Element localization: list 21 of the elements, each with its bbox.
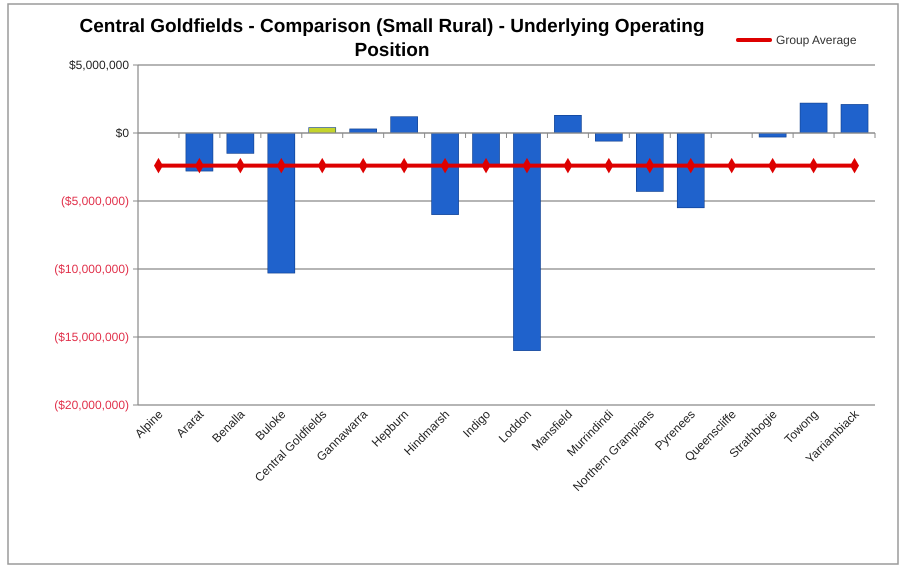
- bar: [390, 116, 418, 134]
- bar: [267, 132, 296, 274]
- bar: [308, 127, 336, 134]
- y-tick-label: ($15,000,000): [54, 330, 129, 344]
- bar: [554, 115, 582, 134]
- y-tick-label: ($20,000,000): [54, 398, 129, 412]
- bar: [595, 132, 623, 142]
- y-tick-label: ($5,000,000): [60, 194, 129, 208]
- chart-title: Central Goldfields - Comparison (Small Rural) - Underlying Operating Position: [80, 16, 704, 61]
- bar: [472, 132, 500, 165]
- bar: [431, 132, 459, 215]
- bar: [840, 104, 868, 134]
- bar: [226, 132, 254, 154]
- legend-label: Group Average: [776, 33, 857, 48]
- bar: [676, 132, 705, 208]
- bar: [800, 102, 828, 134]
- y-tick-label: $0: [116, 126, 130, 140]
- y-tick-label: $5,000,000: [68, 58, 130, 72]
- bar: [636, 132, 664, 192]
- y-tick-label: ($10,000,000): [54, 262, 129, 276]
- bar: [513, 132, 541, 351]
